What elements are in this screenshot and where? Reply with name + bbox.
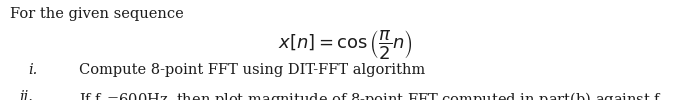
Text: $x[n] = \cos\left(\dfrac{\pi}{2}n\right)$: $x[n] = \cos\left(\dfrac{\pi}{2}n\right)…	[277, 28, 413, 61]
Text: Compute 8-point FFT using DIT-FFT algorithm: Compute 8-point FFT using DIT-FFT algori…	[79, 63, 426, 77]
Text: If f$_s$=600Hz, then plot magnitude of 8-point FFT computed in part(b) against f: If f$_s$=600Hz, then plot magnitude of 8…	[79, 90, 667, 100]
Text: i.: i.	[29, 63, 38, 77]
Text: ii.: ii.	[19, 90, 33, 100]
Text: For the given sequence: For the given sequence	[10, 7, 184, 21]
